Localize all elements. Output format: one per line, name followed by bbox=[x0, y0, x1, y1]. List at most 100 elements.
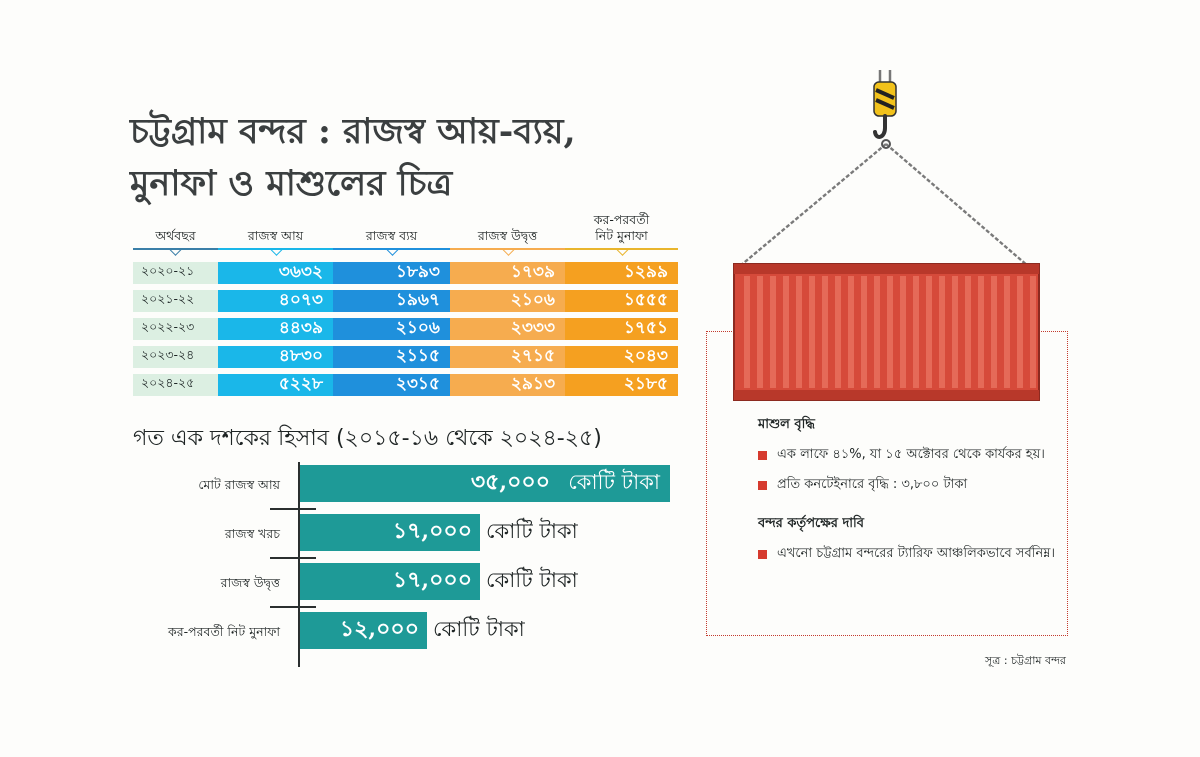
table-row: ২০২১-২২ ৪০৭৩ ১৯৬৭ ২১০৬ ১৫৫৫ bbox=[133, 290, 678, 312]
port-authority-claim-item-1: এখনো চট্টগ্রাম বন্দরের ট্যারিফ আঞ্চলিকভা… bbox=[777, 546, 1056, 561]
cell-revenue: ৩৬৩২ bbox=[218, 262, 333, 284]
title-line-1: চট্টগ্রাম বন্দর : রাজস্ব আয়-ব্যয়, bbox=[130, 111, 576, 152]
container-rib bbox=[783, 276, 789, 388]
bar-category-label: কর-পরবর্তী নিট মুনাফা bbox=[168, 624, 280, 639]
table-header: অর্থবছর রাজস্ব আয় রাজস্ব ব্যয় রাজস্ব উ… bbox=[133, 204, 678, 256]
container-rib bbox=[939, 276, 945, 388]
container-rib bbox=[900, 276, 906, 388]
header-underline-expense bbox=[333, 248, 450, 250]
list-item: এক লাফে ৪১%, যা ১৫ অক্টোবর থেকে কার্যকর … bbox=[758, 444, 1058, 466]
container-rib bbox=[757, 276, 763, 388]
container-rib bbox=[887, 276, 893, 388]
axis-tick bbox=[270, 508, 316, 510]
tariff-info: মাশুল বৃদ্ধি এক লাফে ৪১%, যা ১৫ অক্টোবর … bbox=[758, 415, 1058, 573]
cell-surplus: ২১০৬ bbox=[450, 290, 565, 312]
container-rib bbox=[965, 276, 971, 388]
cell-surplus: ২৯১৩ bbox=[450, 374, 565, 396]
container-rib bbox=[835, 276, 841, 388]
container-rib bbox=[822, 276, 828, 388]
cell-expense: ১৮৯৩ bbox=[333, 262, 450, 284]
container-rib bbox=[809, 276, 815, 388]
bullet-square-icon bbox=[758, 481, 767, 490]
bullet-square-icon bbox=[758, 550, 767, 559]
header-revenue: রাজস্ব আয় bbox=[247, 228, 304, 243]
container-rib bbox=[913, 276, 919, 388]
bar-category-label: রাজস্ব খরচ bbox=[224, 526, 280, 541]
cell-profit: ১৫৫৫ bbox=[565, 290, 678, 312]
header-underline-profit bbox=[565, 248, 678, 250]
header-expense: রাজস্ব ব্যয় bbox=[365, 228, 418, 243]
cell-expense: ১৯৬৭ bbox=[333, 290, 450, 312]
bar-unit-label: কোটি টাকা bbox=[486, 519, 578, 543]
cell-surplus: ১৭৩৯ bbox=[450, 262, 565, 284]
revenue-table: ২০২০-২১ ৩৬৩২ ১৮৯৩ ১৭৩৯ ১২৯৯ ২০২১-২২ ৪০৭৩… bbox=[133, 262, 678, 402]
cell-revenue: ৪৮৩০ bbox=[218, 346, 333, 368]
container-rib bbox=[1030, 276, 1036, 388]
axis-tick bbox=[270, 557, 316, 559]
chart-axis bbox=[298, 462, 300, 667]
cell-expense: ২১০৬ bbox=[333, 318, 450, 340]
cell-year: ২০২০-২১ bbox=[133, 262, 218, 284]
crane-container-illustration bbox=[733, 70, 1040, 401]
bar-unit-label: কোটি টাকা bbox=[568, 470, 660, 494]
cell-year: ২০২১-২২ bbox=[133, 290, 218, 312]
table-row: ২০২২-২৩ ৪৪৩৯ ২১০৬ ২৩৩৩ ১৭৫১ bbox=[133, 318, 678, 340]
container-rib bbox=[952, 276, 958, 388]
title-line-2: মুনাফা ও মাশুলের চিত্র bbox=[130, 163, 453, 204]
table-row: ২০২৪-২৫ ৫২২৮ ২৩১৫ ২৯১৩ ২১৮৫ bbox=[133, 374, 678, 396]
header-net-profit: কর-পরবর্তী নিট মুনাফা bbox=[565, 204, 678, 250]
chain-icon bbox=[739, 143, 1029, 267]
crane-hook-icon bbox=[873, 70, 897, 149]
tariff-increase-heading: মাশুল বৃদ্ধি bbox=[758, 417, 815, 432]
cell-year: ২০২৪-২৫ bbox=[133, 374, 218, 396]
header-fiscal-year: অর্থবছর bbox=[155, 228, 196, 243]
cell-year: ২০২২-২৩ bbox=[133, 318, 218, 340]
cell-profit: ২০৪৩ bbox=[565, 346, 678, 368]
list-item: প্রতি কনটেইনারে বৃদ্ধি : ৩,৮০০ টাকা bbox=[758, 474, 1058, 496]
bar-value-label: ৩৫,০০০ bbox=[470, 469, 550, 495]
bar: ৩৫,০০০ কোটি টাকা bbox=[300, 465, 670, 502]
tariff-increase-item-1: এক লাফে ৪১%, যা ১৫ অক্টোবর থেকে কার্যকর … bbox=[777, 447, 1045, 462]
tariff-increase-item-2: প্রতি কনটেইনারে বৃদ্ধি : ৩,৮০০ টাকা bbox=[777, 477, 968, 492]
axis-tick bbox=[270, 606, 316, 608]
cell-revenue: ৪০৭৩ bbox=[218, 290, 333, 312]
container-rib bbox=[991, 276, 997, 388]
cell-profit: ১২৯৯ bbox=[565, 262, 678, 284]
header-underline-revenue bbox=[218, 248, 333, 250]
cell-revenue: ৪৪৩৯ bbox=[218, 318, 333, 340]
bar-unit-label: কোটি টাকা bbox=[433, 617, 525, 641]
container-rib bbox=[861, 276, 867, 388]
container-rib bbox=[744, 276, 750, 388]
container-rib bbox=[874, 276, 880, 388]
shipping-container-icon bbox=[733, 263, 1040, 401]
source-note: সূত্র : চট্টগ্রাম বন্দর bbox=[985, 654, 1066, 667]
cell-profit: ২১৮৫ bbox=[565, 374, 678, 396]
cell-surplus: ২৩৩৩ bbox=[450, 318, 565, 340]
bar: ১৭,০০০ bbox=[300, 514, 480, 551]
container-rib bbox=[848, 276, 854, 388]
bullet-square-icon bbox=[758, 451, 767, 460]
container-rib bbox=[796, 276, 802, 388]
bar-value-label: ১৭,০০০ bbox=[392, 567, 472, 593]
header-net-profit-label: কর-পরবর্তী নিট মুনাফা bbox=[593, 212, 650, 243]
bar-value-label: ১৭,০০০ bbox=[392, 518, 472, 544]
bar-value-label: ১২,০০০ bbox=[339, 616, 419, 642]
bar-unit-label: কোটি টাকা bbox=[486, 568, 578, 592]
header-underline-surplus bbox=[450, 248, 565, 250]
cell-expense: ২৩১৫ bbox=[333, 374, 450, 396]
list-item: এখনো চট্টগ্রাম বন্দরের ট্যারিফ আঞ্চলিকভা… bbox=[758, 543, 1058, 565]
decade-title: গত এক দশকের হিসাব (২০১৫-১৬ থেকে ২০২৪-২৫) bbox=[133, 426, 602, 451]
container-rib bbox=[1004, 276, 1010, 388]
container-rib bbox=[978, 276, 984, 388]
infographic-title: চট্টগ্রাম বন্দর : রাজস্ব আয়-ব্যয়, মুনা… bbox=[130, 106, 690, 210]
bar: ১৭,০০০ bbox=[300, 563, 480, 600]
header-surplus: রাজস্ব উদ্বৃত্ত bbox=[477, 228, 538, 243]
cell-profit: ১৭৫১ bbox=[565, 318, 678, 340]
container-rib bbox=[1017, 276, 1023, 388]
cell-revenue: ৫২২৮ bbox=[218, 374, 333, 396]
port-authority-claim-heading: বন্দর কর্তৃপক্ষের দাবি bbox=[758, 516, 865, 531]
header-underline-year bbox=[133, 248, 218, 250]
cell-surplus: ২৭১৫ bbox=[450, 346, 565, 368]
cell-expense: ২১১৫ bbox=[333, 346, 450, 368]
bar: ১২,০০০ bbox=[300, 612, 427, 649]
